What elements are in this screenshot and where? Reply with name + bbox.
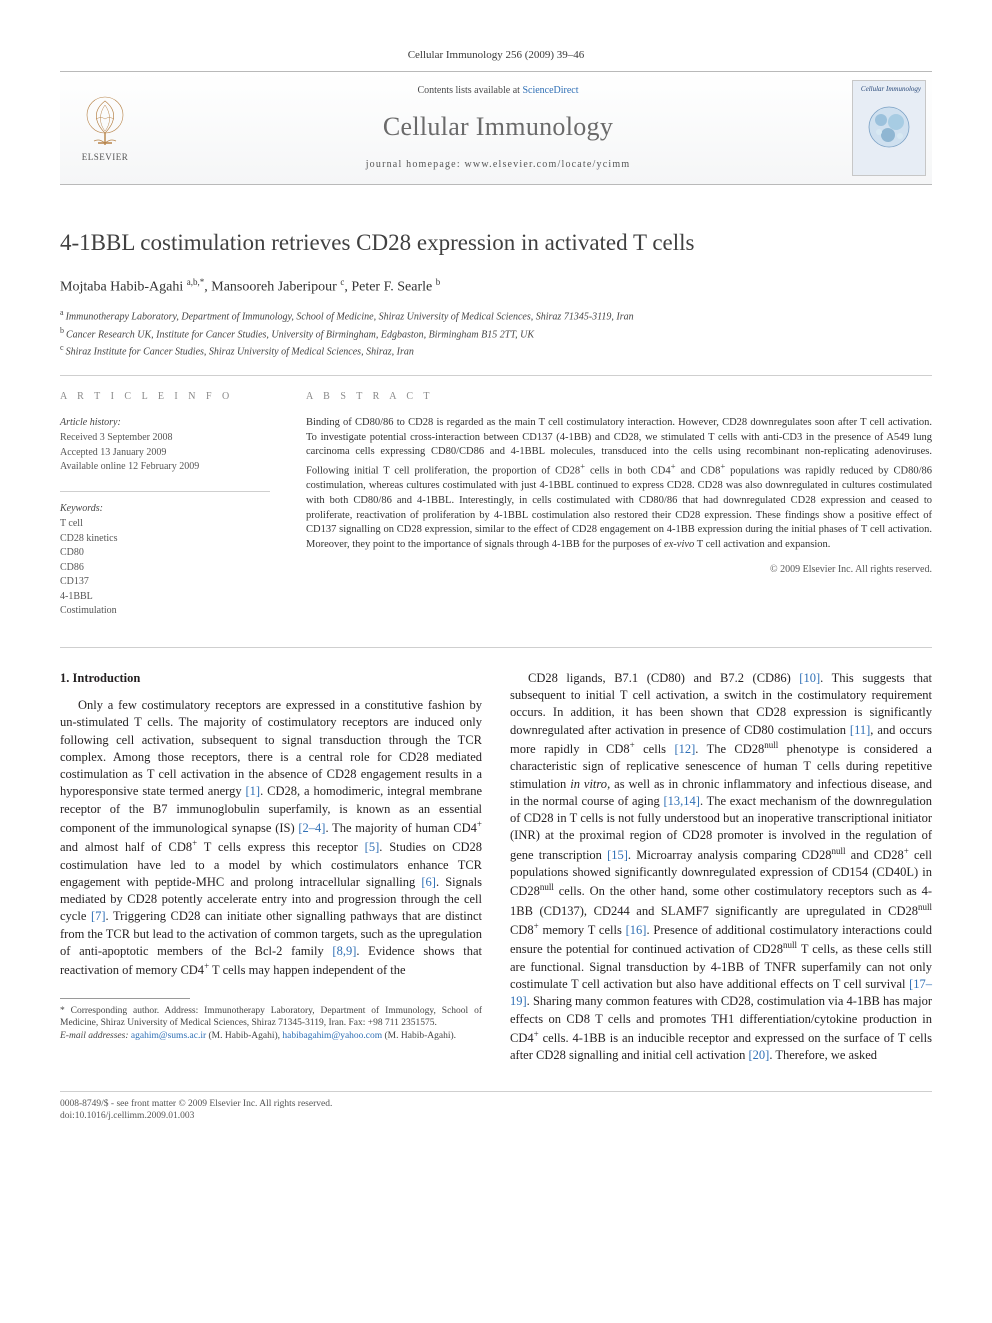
ref-link[interactable]: [1] — [246, 784, 261, 798]
page-footer: 0008-8749/$ - see front matter © 2009 El… — [60, 1091, 932, 1124]
front-matter: 0008-8749/$ - see front matter © 2009 El… — [60, 1098, 332, 1111]
contents-line: Contents lists available at ScienceDirec… — [144, 84, 852, 98]
spacer — [60, 475, 270, 491]
contents-prefix: Contents lists available at — [417, 85, 522, 96]
column-left: 1. Introduction Only a few costimulatory… — [60, 670, 482, 1065]
homepage-prefix: journal homepage: — [366, 159, 465, 170]
ref-link[interactable]: [5] — [365, 840, 380, 854]
keywords-head: Keywords: — [60, 502, 270, 516]
page: Cellular Immunology 256 (2009) 39–46 ELS… — [0, 0, 992, 1163]
journal-header: ELSEVIER Contents lists available at Sci… — [60, 71, 932, 185]
ref-link[interactable]: [8,9] — [332, 944, 356, 958]
article-info: A R T I C L E I N F O Article history: R… — [60, 390, 270, 619]
journal-cover-thumb: Cellular Immunology — [852, 80, 926, 176]
footnote: * Corresponding author. Address: Immunot… — [60, 1005, 482, 1043]
homepage-url: www.elsevier.com/locate/ycimm — [465, 159, 631, 170]
header-center: Contents lists available at ScienceDirec… — [144, 84, 852, 172]
cover-title: Cellular Immunology — [857, 85, 921, 94]
history-list: Received 3 September 2008Accepted 13 Jan… — [60, 431, 270, 475]
affiliations: aImmunotherapy Laboratory, Department of… — [60, 307, 932, 359]
ref-link[interactable]: [7] — [91, 909, 106, 923]
authors: Mojtaba Habib-Agahi a,b,*, Mansooreh Jab… — [60, 276, 932, 298]
keywords-list: T cellCD28 kineticsCD80CD86CD1374-1BBLCo… — [60, 517, 270, 619]
abstract-head: A B S T R A C T — [306, 390, 932, 404]
abstract-block: A B S T R A C T Binding of CD80/86 to CD… — [306, 390, 932, 619]
copyright: © 2009 Elsevier Inc. All rights reserved… — [306, 563, 932, 577]
abstract-text: Binding of CD80/86 to CD28 is regarded a… — [306, 416, 932, 553]
publisher-name: ELSEVIER — [82, 151, 129, 163]
meta-row: A R T I C L E I N F O Article history: R… — [60, 390, 932, 619]
ref-link[interactable]: [16] — [626, 923, 647, 937]
section-head: 1. Introduction — [60, 670, 482, 687]
elsevier-tree-icon — [80, 93, 130, 149]
ref-link[interactable]: [15] — [607, 848, 628, 862]
ref-link[interactable]: [6] — [421, 875, 436, 889]
rule — [60, 375, 932, 376]
ref-link[interactable]: [13,14] — [664, 794, 700, 808]
ref-link[interactable]: [10] — [799, 671, 820, 685]
ref-link[interactable]: [2–4] — [298, 821, 325, 835]
doi: doi:10.1016/j.cellimm.2009.01.003 — [60, 1110, 332, 1123]
sciencedirect-link[interactable]: ScienceDirect — [522, 85, 578, 96]
cover-art-icon — [864, 102, 914, 152]
footer-left: 0008-8749/$ - see front matter © 2009 El… — [60, 1098, 332, 1124]
body-paragraph: Only a few costimulatory receptors are e… — [60, 697, 482, 979]
body-paragraph: CD28 ligands, B7.1 (CD80) and B7.2 (CD86… — [510, 670, 932, 1065]
publisher-logo: ELSEVIER — [66, 84, 144, 172]
emails: agahim@sums.ac.ir (M. Habib-Agahi), habi… — [131, 1031, 456, 1041]
ref-link[interactable]: [20] — [748, 1048, 769, 1062]
article-title: 4-1BBL costimulation retrieves CD28 expr… — [60, 227, 932, 258]
footnote-rule — [60, 998, 190, 999]
ref-link[interactable]: [11] — [850, 723, 870, 737]
corresponding-author: * Corresponding author. Address: Immunot… — [60, 1005, 482, 1031]
rule — [60, 491, 270, 492]
journal-citation: Cellular Immunology 256 (2009) 39–46 — [60, 48, 932, 71]
rule — [60, 647, 932, 648]
email-link[interactable]: habibagahim@yahoo.com — [282, 1031, 382, 1041]
column-right: CD28 ligands, B7.1 (CD80) and B7.2 (CD86… — [510, 670, 932, 1065]
ref-link[interactable]: [17–19] — [510, 977, 932, 1008]
article-info-head: A R T I C L E I N F O — [60, 390, 270, 404]
history-head: Article history: — [60, 416, 270, 430]
journal-homepage: journal homepage: www.elsevier.com/locat… — [144, 158, 852, 172]
email-label: E-mail addresses: — [60, 1031, 129, 1041]
ref-link[interactable]: [12] — [674, 742, 695, 756]
email-link[interactable]: agahim@sums.ac.ir — [131, 1031, 206, 1041]
journal-name: Cellular Immunology — [144, 109, 852, 144]
email-line: E-mail addresses: agahim@sums.ac.ir (M. … — [60, 1030, 482, 1043]
body-columns: 1. Introduction Only a few costimulatory… — [60, 670, 932, 1065]
